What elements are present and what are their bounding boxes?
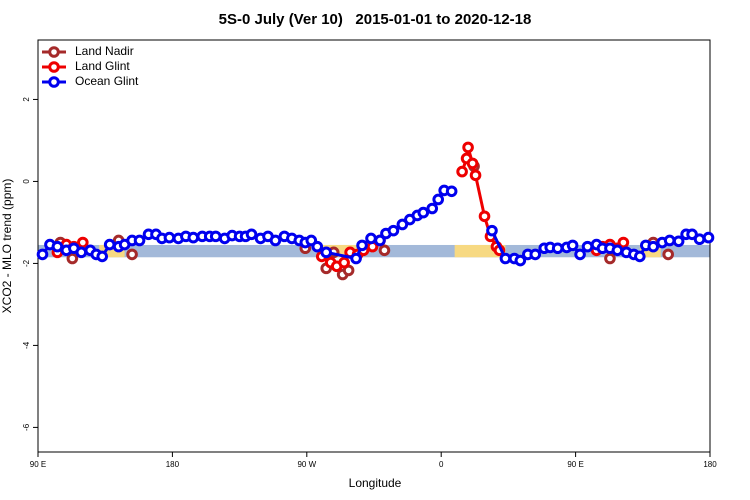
point — [374, 234, 386, 247]
point — [417, 206, 430, 219]
point — [320, 246, 333, 259]
point — [187, 231, 200, 244]
y-tick-label: 2 — [22, 97, 31, 102]
x-tick-label: 90 W — [297, 460, 316, 469]
x-axis-label: Longitude — [349, 476, 402, 490]
point — [77, 236, 89, 249]
x-tick-label: 180 — [166, 460, 180, 469]
point — [529, 248, 542, 261]
chart-title: 5S-0 July (Ver 10) 2015-01-01 to 2020-12… — [219, 11, 532, 28]
point — [96, 250, 109, 263]
point — [662, 248, 674, 261]
y-tick-label: 0 — [22, 179, 31, 184]
point — [499, 252, 512, 265]
x-tick-label: 90 E — [567, 460, 583, 469]
legend-label: Land Nadir — [75, 44, 134, 58]
point — [469, 169, 482, 182]
point — [634, 250, 646, 263]
point — [396, 218, 409, 231]
point — [311, 240, 324, 253]
x-tick-label: 90 E — [30, 460, 46, 469]
point — [686, 228, 698, 241]
point — [702, 231, 715, 244]
x-tick-label: 180 — [703, 460, 717, 469]
point — [36, 248, 49, 261]
point — [163, 231, 176, 244]
point — [75, 246, 88, 259]
point — [209, 230, 222, 243]
point — [486, 224, 498, 237]
point — [387, 224, 400, 237]
point — [365, 232, 377, 245]
point — [663, 234, 676, 247]
legend-marker — [48, 61, 60, 73]
point — [103, 238, 116, 251]
point — [611, 244, 624, 257]
point — [378, 244, 391, 257]
point — [445, 185, 458, 198]
point — [426, 202, 439, 215]
point — [269, 234, 282, 247]
point — [51, 240, 64, 253]
point — [245, 228, 258, 241]
legend-marker — [48, 46, 60, 58]
legend-label: Land Glint — [75, 59, 130, 73]
point — [66, 252, 79, 265]
point — [466, 157, 479, 170]
point — [693, 233, 706, 246]
point — [126, 248, 138, 261]
point — [133, 234, 146, 247]
point — [356, 239, 368, 252]
point — [456, 165, 468, 178]
point — [574, 248, 586, 261]
point — [462, 141, 474, 154]
point — [581, 240, 594, 253]
point — [432, 193, 445, 206]
point — [566, 239, 579, 252]
point — [551, 242, 564, 255]
x-tick-label: 0 — [439, 460, 444, 469]
point — [604, 252, 616, 265]
legend-marker — [48, 76, 60, 88]
y-tick-label: -2 — [22, 259, 31, 267]
y-axis-label: XCO2 - MLO trend (ppm) — [0, 179, 14, 314]
point — [350, 252, 362, 265]
point — [617, 236, 630, 249]
point — [338, 256, 350, 269]
point — [672, 235, 685, 248]
point — [514, 254, 527, 267]
legend-label: Ocean Glint — [75, 74, 139, 88]
plot-frame — [37, 39, 711, 453]
point — [647, 240, 660, 253]
point — [478, 210, 491, 223]
y-tick-label: -4 — [22, 341, 31, 349]
y-tick-label: -6 — [22, 423, 31, 431]
